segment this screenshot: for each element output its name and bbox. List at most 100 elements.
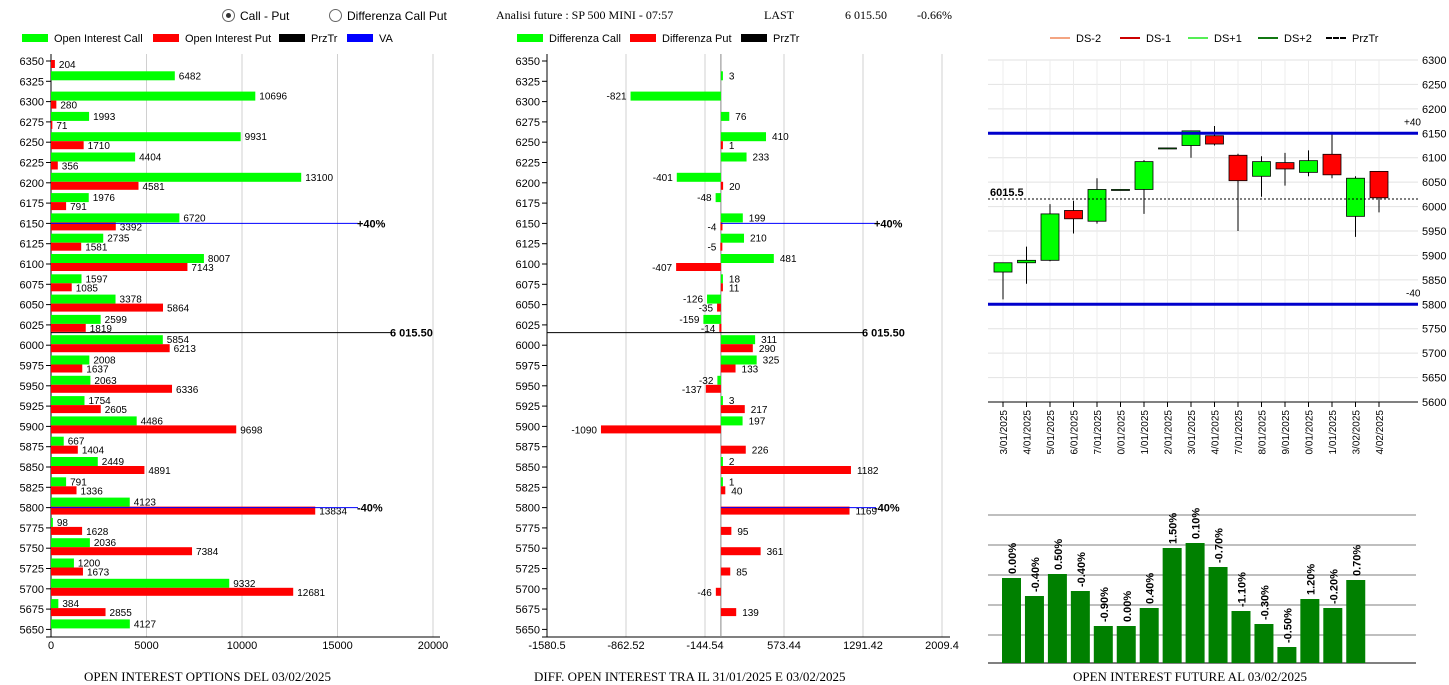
diff-call-value: 199 (749, 213, 766, 224)
legend-swatch (1326, 37, 1346, 39)
date-label: 13/01/2025 (999, 410, 1010, 455)
put-bar (51, 161, 58, 170)
strike-label: 6125 (20, 239, 44, 251)
strike-label: 5650 (516, 624, 540, 636)
diff-call-bar (715, 193, 721, 203)
call-value-label: 1993 (93, 112, 116, 123)
date-label: 15/01/2025 (1046, 410, 1057, 455)
date-label: 28/01/2025 (1258, 410, 1269, 455)
legend-label: PrzTr (1352, 33, 1379, 45)
put-value-label: 1710 (88, 141, 111, 152)
call-bar (51, 558, 74, 568)
call-bar (51, 538, 90, 548)
diff-call-bar (707, 294, 721, 304)
diff-put-value: 95 (737, 527, 749, 538)
call-bar (51, 335, 163, 345)
legend-label: Open Interest Put (185, 33, 272, 45)
put-value-label: 2605 (105, 405, 128, 416)
diff-call-bar (703, 314, 721, 324)
diff-put-value: -35 (699, 304, 714, 315)
put-bar (51, 283, 72, 292)
put-bar (51, 303, 164, 312)
price-label: 6 015.50 (390, 328, 433, 340)
call-bar (51, 497, 130, 507)
diff-put-value: -407 (652, 263, 672, 274)
strike-label: 5925 (20, 401, 44, 413)
strike-label: 6300 (516, 97, 540, 109)
put-bar (51, 587, 294, 596)
strike-label: 5950 (20, 381, 44, 393)
diff-call-bar (720, 477, 723, 487)
call-bar (51, 619, 130, 629)
strike-label: 6300 (20, 97, 44, 109)
call-bar (51, 375, 91, 385)
lower-level-label: -40 (1406, 288, 1421, 299)
last-change: -0.66% (917, 8, 952, 22)
radio-differenza[interactable]: Differenza Call Put (329, 9, 447, 23)
radio-call-put[interactable]: Call - Put (222, 9, 289, 23)
call-value-label: 13100 (305, 173, 333, 184)
x-tick-label: 1291.42 (843, 640, 883, 652)
strike-label: 6150 (516, 218, 540, 230)
legend-swatch (1188, 37, 1208, 39)
diff-call-value: 410 (772, 132, 789, 143)
strike-label: 5700 (516, 584, 540, 596)
oi-bar (1277, 647, 1297, 663)
diff-put-bar (720, 526, 732, 535)
diff-put-bar (720, 181, 724, 190)
candle-body (1017, 259, 1036, 264)
strike-label: 6000 (20, 340, 44, 352)
put-value-label: 7143 (191, 263, 214, 274)
diff-call-value: 325 (763, 356, 780, 367)
diff-call-value: 1 (729, 477, 735, 488)
x-tick-label: 573.44 (767, 640, 801, 652)
legend-item: PrzTr (279, 33, 337, 45)
diff-call-bar (720, 111, 730, 121)
call-bar (51, 91, 256, 101)
oi-bar (1116, 626, 1136, 663)
legend-item: Open Interest Put (153, 33, 271, 45)
put-value-label: 2855 (110, 608, 133, 619)
call-value-label: 10696 (259, 92, 287, 103)
diff-put-value: -5 (707, 243, 716, 254)
legend-item: DS-2 (1050, 33, 1101, 45)
put-value-label: 6336 (176, 385, 199, 396)
oi-bar-label: 0.40% (1145, 573, 1157, 604)
call-value-label: 6482 (179, 71, 202, 82)
diff-put-bar (705, 384, 721, 393)
put-bar (51, 466, 145, 474)
call-value-label: 4123 (134, 498, 157, 509)
strike-label: 6100 (20, 259, 44, 271)
legend-label: DS+2 (1284, 33, 1312, 45)
call-bar (51, 132, 241, 142)
call-value-label: 791 (70, 477, 87, 488)
diff-call-bar (717, 375, 721, 385)
diff-call-value: 76 (735, 112, 747, 123)
diff-put-value: 40 (731, 486, 743, 497)
strike-label: 5725 (20, 564, 44, 576)
put-value-label: 5864 (167, 304, 190, 315)
candle-body (1322, 153, 1342, 176)
put-bar (51, 263, 188, 271)
legend-swatch (279, 34, 305, 42)
y-tick-label: 6200 (1422, 104, 1446, 116)
put-value-label: 356 (62, 162, 79, 173)
put-bar (51, 242, 82, 251)
oi-bar-label: -0.40% (1030, 557, 1042, 592)
y-tick-label: 5650 (1422, 373, 1446, 385)
diff-call-value: 197 (749, 416, 766, 427)
y-tick-label: 5600 (1422, 397, 1446, 409)
diff-put-bar (719, 323, 722, 332)
call-value-label: 5854 (167, 335, 190, 346)
diff-put-value: 290 (759, 344, 776, 355)
diff-put-bar (600, 425, 721, 434)
call-bar (51, 457, 98, 466)
legend-swatch (630, 34, 656, 42)
call-value-label: 2036 (94, 538, 117, 549)
legend-item: Differenza Call (517, 33, 621, 45)
open-interest-future-chart: 0.00% -0.40% 0.50% -0.40% -0.90% 0.00% 0.40% 1.… (988, 508, 1416, 664)
put-bar (51, 344, 170, 353)
oi-bar-label: 1.50% (1168, 513, 1180, 544)
y-tick-label: 6050 (1422, 177, 1446, 189)
diff-put-value: 20 (729, 182, 741, 193)
